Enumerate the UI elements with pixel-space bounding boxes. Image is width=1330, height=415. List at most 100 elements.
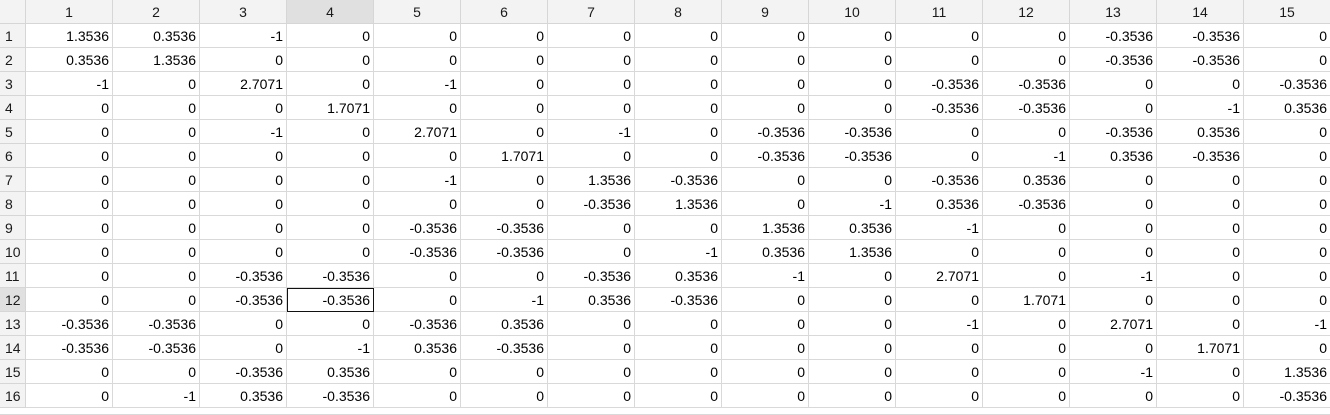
matrix-cell[interactable]: -0.3536 [896,168,983,192]
matrix-cell[interactable]: 0 [809,24,896,48]
matrix-cell[interactable]: 0 [896,144,983,168]
matrix-cell[interactable]: 0 [635,312,722,336]
matrix-cell[interactable]: 0 [287,312,374,336]
matrix-cell[interactable]: 0 [1157,384,1244,408]
matrix-cell[interactable]: -0.3536 [896,72,983,96]
matrix-cell[interactable]: 0 [809,336,896,360]
matrix-cell[interactable]: 0 [26,144,113,168]
matrix-cell[interactable]: 0.3536 [200,384,287,408]
matrix-cell[interactable]: -0.3536 [200,264,287,288]
matrix-cell[interactable]: 0 [26,288,113,312]
matrix-cell[interactable]: 0 [287,168,374,192]
matrix-cell[interactable]: 0 [896,336,983,360]
matrix-cell[interactable]: -0.3536 [983,72,1070,96]
row-header[interactable]: 11 [0,264,26,288]
matrix-cell[interactable]: -1 [635,240,722,264]
matrix-cell[interactable]: 0 [200,192,287,216]
matrix-cell[interactable]: 0 [26,240,113,264]
matrix-cell[interactable]: 1.3536 [809,240,896,264]
matrix-cell[interactable]: 0 [809,72,896,96]
matrix-cell[interactable]: 0 [113,96,200,120]
matrix-cell[interactable]: -1 [374,72,461,96]
matrix-cell[interactable]: 0.3536 [983,168,1070,192]
matrix-cell[interactable]: -0.3536 [113,336,200,360]
column-header[interactable]: 5 [374,0,461,24]
matrix-cell[interactable]: -0.3536 [374,216,461,240]
matrix-cell[interactable]: 0 [287,24,374,48]
matrix-cell[interactable]: 0 [287,216,374,240]
matrix-cell[interactable]: 0 [200,336,287,360]
matrix-cell[interactable]: 2.7071 [374,120,461,144]
matrix-cell[interactable]: -1 [1157,96,1244,120]
selected-cell[interactable]: -0.3536 [287,288,374,312]
matrix-cell[interactable]: 2.7071 [896,264,983,288]
matrix-cell[interactable]: 0 [1244,48,1330,72]
matrix-cell[interactable]: 0 [26,360,113,384]
matrix-cell[interactable]: 0 [113,288,200,312]
matrix-cell[interactable]: 0 [548,144,635,168]
matrix-cell[interactable]: 0 [722,336,809,360]
matrix-cell[interactable]: -1 [1070,360,1157,384]
matrix-cell[interactable]: 0 [983,48,1070,72]
column-header[interactable]: 1 [26,0,113,24]
matrix-cell[interactable]: 0 [113,360,200,384]
row-header[interactable]: 14 [0,336,26,360]
matrix-cell[interactable]: 0 [548,384,635,408]
matrix-cell[interactable]: 0 [461,360,548,384]
row-header[interactable]: 12 [0,288,26,312]
matrix-cell[interactable]: 0 [809,384,896,408]
row-header[interactable]: 8 [0,192,26,216]
matrix-cell[interactable]: 0 [461,168,548,192]
matrix-cell[interactable]: 0 [548,336,635,360]
matrix-cell[interactable]: 0 [287,192,374,216]
matrix-cell[interactable]: -0.3536 [635,168,722,192]
matrix-cell[interactable]: 0.3536 [722,240,809,264]
matrix-cell[interactable]: 0 [635,96,722,120]
matrix-cell[interactable]: 0 [461,96,548,120]
matrix-cell[interactable]: -0.3536 [983,96,1070,120]
matrix-cell[interactable]: -0.3536 [461,216,548,240]
matrix-cell[interactable]: -1 [896,312,983,336]
matrix-cell[interactable]: -0.3536 [548,192,635,216]
matrix-cell[interactable]: 0 [722,48,809,72]
column-header[interactable]: 13 [1070,0,1157,24]
matrix-cell[interactable]: 1.3536 [113,48,200,72]
matrix-cell[interactable]: 0 [26,216,113,240]
matrix-cell[interactable]: -1 [1244,312,1330,336]
matrix-cell[interactable]: 0 [1244,120,1330,144]
matrix-cell[interactable]: 0 [983,312,1070,336]
matrix-cell[interactable]: 0 [461,48,548,72]
matrix-cell[interactable]: 0 [461,192,548,216]
matrix-cell[interactable]: -0.3536 [26,312,113,336]
row-header[interactable]: 5 [0,120,26,144]
matrix-cell[interactable]: 0 [722,288,809,312]
matrix-cell[interactable]: 1.7071 [983,288,1070,312]
matrix-cell[interactable]: -0.3536 [809,144,896,168]
matrix-cell[interactable]: -1 [200,24,287,48]
matrix-cell[interactable]: -1 [1070,264,1157,288]
matrix-cell[interactable]: 0 [1244,144,1330,168]
matrix-cell[interactable]: 0 [1070,72,1157,96]
matrix-cell[interactable]: -1 [200,120,287,144]
matrix-cell[interactable]: 0 [1157,264,1244,288]
matrix-cell[interactable]: -0.3536 [722,120,809,144]
row-header[interactable]: 3 [0,72,26,96]
matrix-cell[interactable]: 0 [1244,168,1330,192]
row-header[interactable]: 7 [0,168,26,192]
matrix-cell[interactable]: -0.3536 [287,264,374,288]
matrix-cell[interactable]: 0 [983,240,1070,264]
matrix-cell[interactable]: 0 [635,216,722,240]
matrix-cell[interactable]: 0 [809,360,896,384]
matrix-cell[interactable]: 0 [722,192,809,216]
column-header[interactable]: 8 [635,0,722,24]
matrix-cell[interactable]: 0 [1157,192,1244,216]
matrix-cell[interactable]: 0 [635,120,722,144]
matrix-cell[interactable]: -1 [287,336,374,360]
matrix-cell[interactable]: 1.7071 [287,96,374,120]
matrix-cell[interactable]: 0 [548,240,635,264]
matrix-cell[interactable]: 0 [635,24,722,48]
grid-corner[interactable] [0,0,26,24]
column-header[interactable]: 7 [548,0,635,24]
matrix-cell[interactable]: 0 [635,384,722,408]
matrix-cell[interactable]: 2.7071 [1070,312,1157,336]
